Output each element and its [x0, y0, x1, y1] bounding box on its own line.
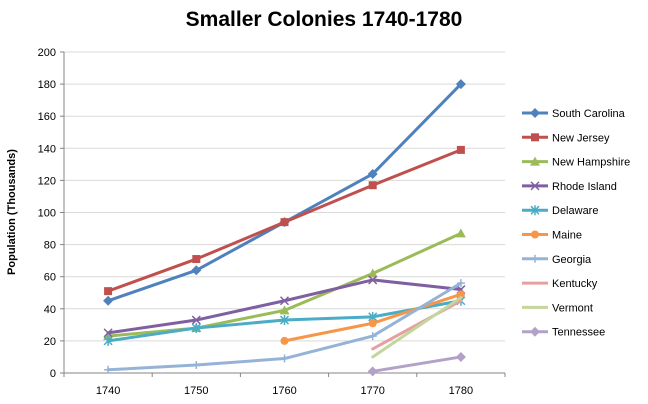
data-point-tennessee	[367, 366, 378, 377]
legend-label-vermont: Vermont	[552, 302, 593, 314]
legend-label-south-carolina: South Carolina	[552, 108, 626, 120]
data-point-rhode-island	[368, 275, 378, 285]
data-point-south-carolina	[103, 295, 114, 306]
data-point-new-jersey	[456, 145, 465, 154]
legend-marker-new-jersey	[531, 133, 539, 142]
legend-label-new-jersey: New Jersey	[552, 132, 610, 144]
legend-marker-maine	[531, 230, 539, 239]
y-tick-label: 80	[44, 240, 56, 252]
data-point-new-hampshire	[367, 268, 378, 278]
data-point-rhode-island	[103, 328, 113, 338]
legend-marker-rhode-island	[530, 181, 540, 191]
legend-marker-tennessee	[530, 326, 540, 337]
legend-label-georgia: Georgia	[552, 254, 592, 266]
x-tick-label: 1750	[184, 385, 208, 397]
data-point-rhode-island	[191, 315, 201, 325]
data-point-delaware	[103, 335, 113, 346]
data-point-new-hampshire	[455, 228, 466, 238]
data-point-maine	[280, 336, 289, 345]
x-tick-label: 1780	[449, 385, 473, 397]
x-tick-label: 1770	[360, 385, 384, 397]
x-tick-label: 1740	[96, 385, 120, 397]
data-point-georgia	[280, 354, 289, 363]
x-tick-label: 1760	[272, 385, 296, 397]
data-point-south-carolina	[191, 265, 202, 276]
y-tick-label: 140	[38, 143, 56, 155]
y-tick-label: 100	[38, 208, 56, 220]
legend-label-tennessee: Tennessee	[552, 327, 605, 339]
data-point-georgia	[104, 365, 113, 374]
legend-label-new-hampshire: New Hampshire	[552, 157, 630, 169]
legend-marker-new-hampshire	[530, 156, 540, 166]
data-point-new-jersey	[280, 218, 289, 227]
y-tick-label: 200	[38, 47, 56, 59]
data-point-south-carolina	[455, 79, 466, 90]
data-point-rhode-island	[279, 296, 290, 306]
legend-marker-south-carolina	[530, 108, 540, 118]
y-tick-label: 120	[38, 175, 56, 187]
legend-label-kentucky: Kentucky	[552, 278, 598, 290]
legend-label-maine: Maine	[552, 230, 582, 242]
data-point-delaware	[279, 315, 290, 326]
chart-title: Smaller Colonies 1740-1780	[185, 8, 463, 31]
data-point-georgia	[192, 360, 201, 369]
legend-label-rhode-island: Rhode Island	[552, 181, 617, 193]
data-point-new-jersey	[192, 255, 201, 264]
data-point-tennessee	[455, 351, 466, 362]
series-line-tennessee	[371, 355, 463, 373]
data-point-maine	[456, 290, 465, 299]
data-point-new-jersey	[104, 287, 113, 296]
data-point-georgia	[456, 279, 465, 288]
data-point-new-hampshire	[279, 305, 290, 315]
series-line-vermont	[371, 296, 463, 359]
y-tick-label: 160	[38, 111, 56, 123]
legend-marker-georgia	[531, 254, 539, 263]
y-tick-label: 20	[44, 336, 56, 348]
data-point-new-jersey	[368, 181, 377, 190]
data-point-south-carolina	[367, 168, 378, 179]
data-point-maine	[368, 319, 377, 328]
legend-label-delaware: Delaware	[552, 205, 598, 217]
y-tick-label: 40	[44, 304, 56, 316]
y-tick-label: 60	[44, 272, 56, 284]
data-point-georgia	[368, 332, 377, 341]
y-tick-label: 0	[50, 368, 56, 380]
data-point-delaware	[191, 323, 201, 334]
legend-marker-delaware	[530, 205, 540, 216]
y-tick-label: 180	[38, 79, 56, 91]
